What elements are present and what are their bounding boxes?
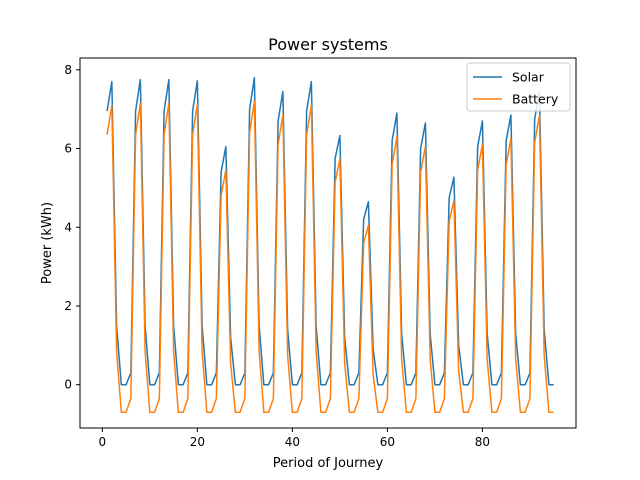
series-line-battery [106, 100, 554, 414]
x-axis-label: Period of Journey [273, 456, 384, 471]
y-tick-label: 4 [64, 220, 72, 234]
x-tick-label: 40 [285, 435, 300, 449]
y-tick-label: 0 [64, 378, 72, 392]
x-tick-label: 60 [380, 435, 395, 449]
y-tick-label: 6 [64, 142, 72, 156]
x-tick-label: 80 [475, 435, 490, 449]
y-tick-label: 2 [64, 299, 72, 313]
x-tick-label: 20 [190, 435, 205, 449]
plot-frame [79, 57, 577, 429]
legend-label-solar: Solar [512, 70, 545, 85]
y-axis: 0 2 4 6 8 [64, 63, 80, 392]
y-axis-label: Power (kWh) [40, 202, 55, 284]
chart-title: Power systems [268, 35, 388, 54]
legend-label-battery: Battery [512, 92, 559, 107]
legend: Solar Battery [466, 62, 571, 112]
x-tick-label: 0 [99, 435, 107, 449]
x-axis: 0 20 40 60 80 [99, 428, 490, 449]
y-tick-label: 8 [64, 63, 72, 77]
series-layer [106, 76, 554, 414]
